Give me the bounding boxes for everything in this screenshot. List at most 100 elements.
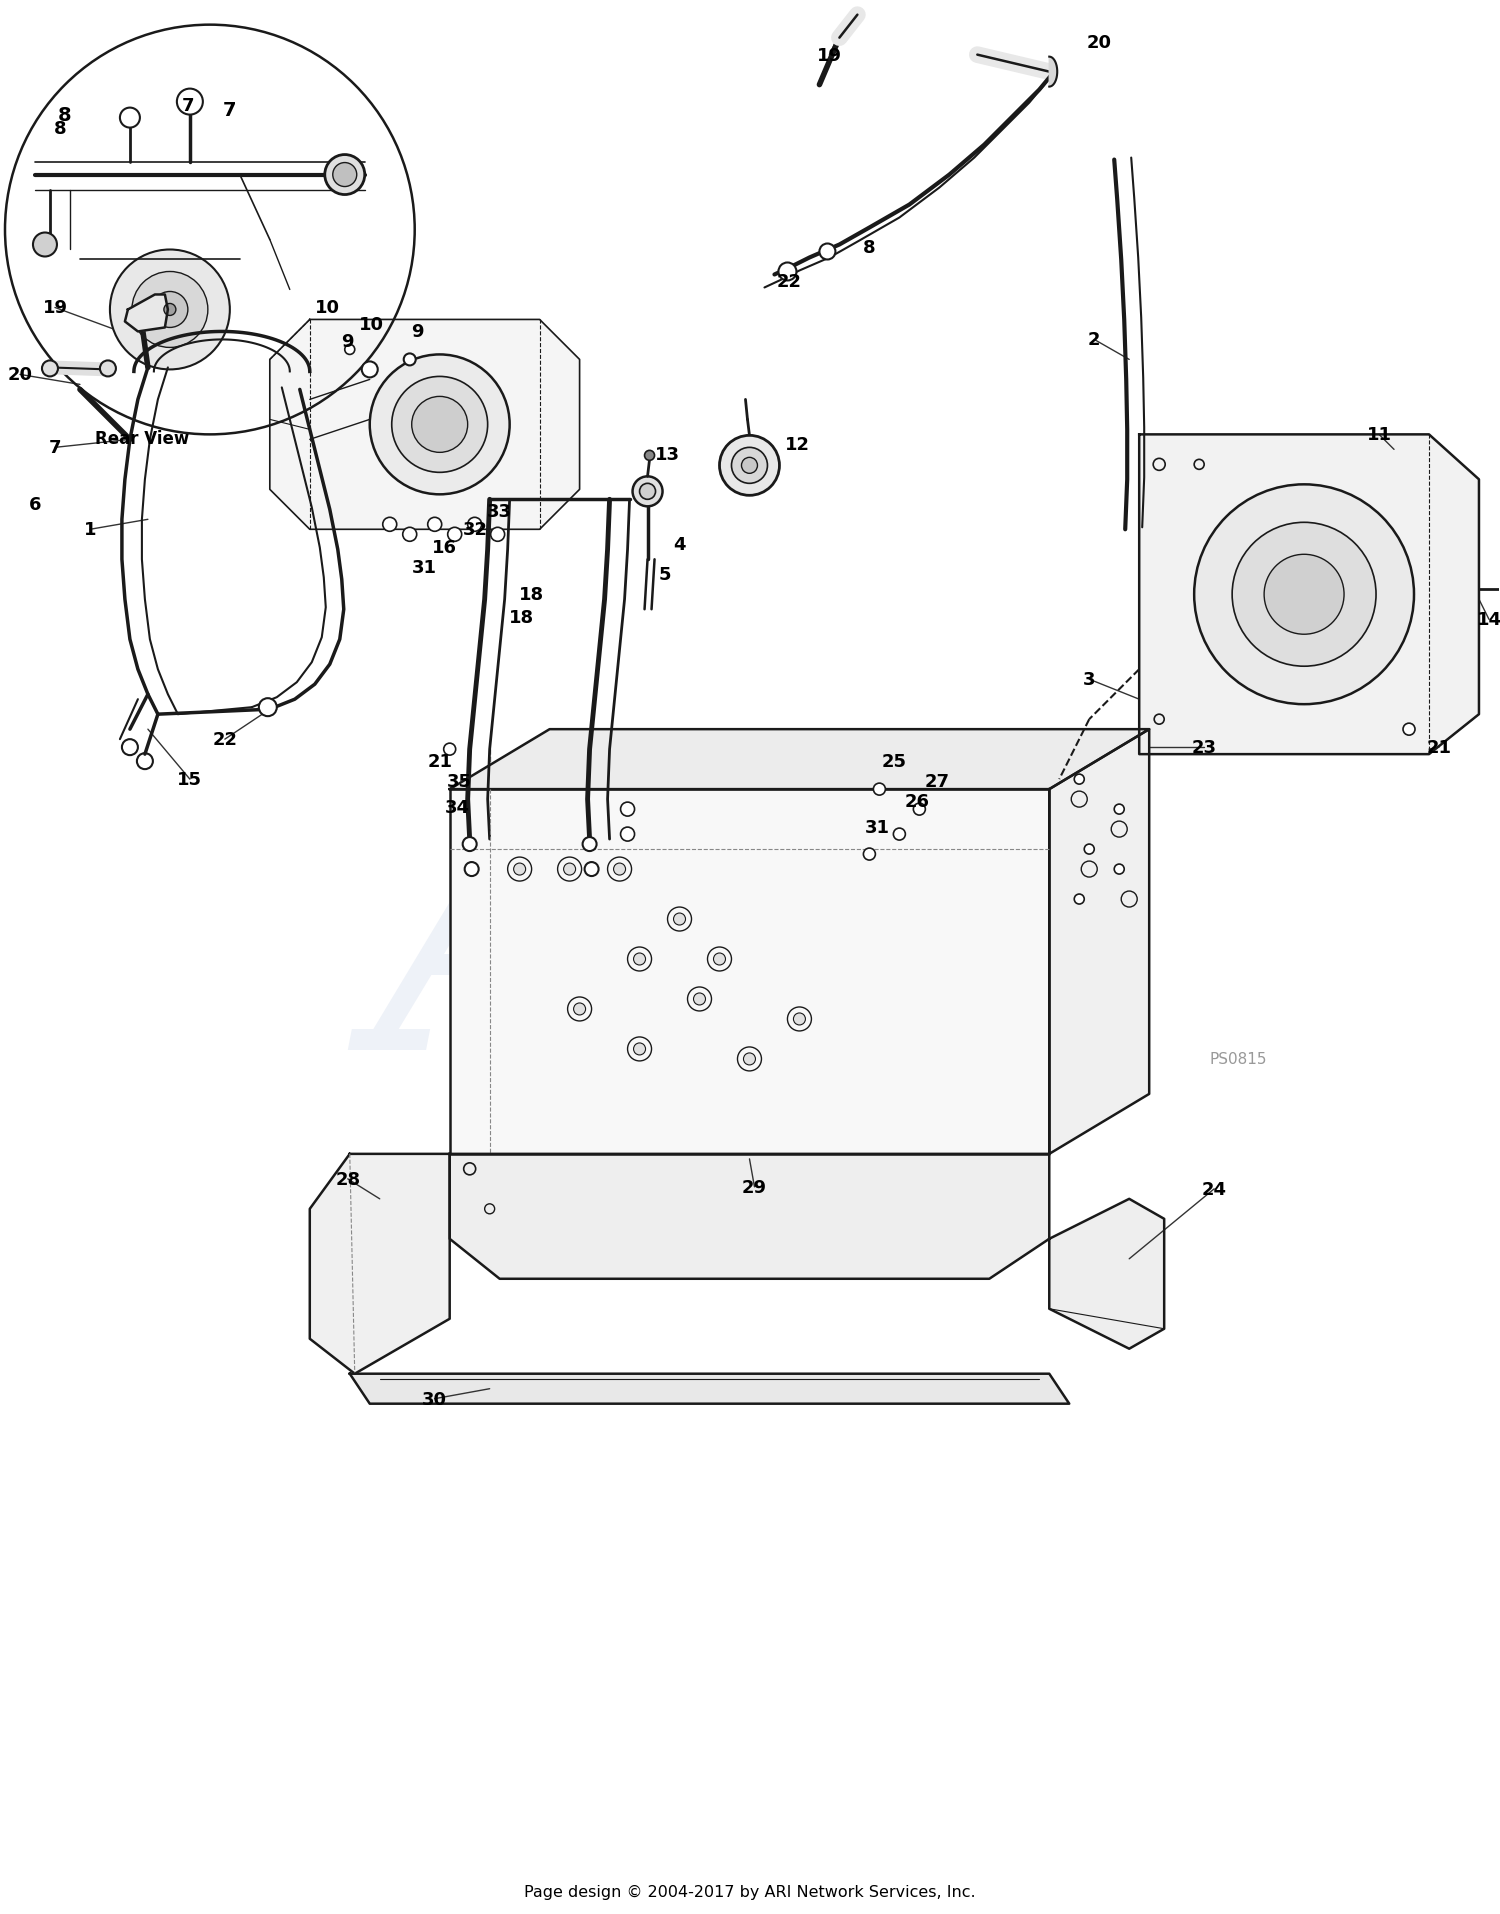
Text: ARI: ARI	[375, 775, 1124, 1124]
Text: 30: 30	[422, 1390, 447, 1409]
Circle shape	[369, 356, 510, 496]
Circle shape	[873, 783, 885, 796]
Polygon shape	[1050, 57, 1058, 88]
Text: 3: 3	[1083, 670, 1095, 689]
Polygon shape	[270, 320, 579, 530]
Text: 21: 21	[427, 752, 451, 771]
Text: 27: 27	[926, 773, 950, 790]
Circle shape	[585, 863, 598, 877]
Circle shape	[614, 863, 626, 875]
Polygon shape	[350, 1374, 1070, 1405]
Circle shape	[468, 519, 482, 532]
Circle shape	[382, 519, 396, 532]
Text: 2: 2	[1088, 331, 1101, 348]
Text: 33: 33	[488, 503, 512, 521]
Circle shape	[674, 913, 686, 926]
Circle shape	[42, 362, 58, 377]
Circle shape	[345, 345, 355, 356]
Text: 15: 15	[177, 771, 203, 789]
Circle shape	[714, 953, 726, 965]
Circle shape	[732, 448, 768, 484]
Text: 8: 8	[862, 239, 876, 256]
Circle shape	[633, 953, 645, 965]
Circle shape	[1264, 555, 1344, 635]
Polygon shape	[1050, 729, 1149, 1154]
Circle shape	[1074, 775, 1084, 785]
Circle shape	[444, 745, 456, 756]
Text: 16: 16	[432, 540, 457, 557]
Text: 34: 34	[446, 798, 470, 817]
Circle shape	[864, 848, 876, 861]
Circle shape	[564, 863, 576, 875]
Polygon shape	[310, 1154, 450, 1374]
Polygon shape	[450, 1154, 1050, 1279]
Polygon shape	[1050, 1200, 1164, 1349]
Circle shape	[633, 477, 663, 507]
Circle shape	[778, 264, 796, 281]
Text: Page design © 2004-2017 by ARI Network Services, Inc.: Page design © 2004-2017 by ARI Network S…	[524, 1883, 975, 1899]
Text: 18: 18	[519, 586, 544, 605]
Circle shape	[693, 993, 705, 1005]
Circle shape	[1194, 484, 1414, 704]
Circle shape	[794, 1013, 806, 1026]
Text: 23: 23	[1191, 739, 1216, 756]
Circle shape	[1114, 804, 1124, 815]
Text: 21: 21	[1426, 739, 1452, 756]
Text: 9: 9	[411, 323, 424, 341]
Circle shape	[152, 293, 188, 329]
Text: 31: 31	[413, 559, 436, 576]
Circle shape	[639, 484, 656, 500]
Text: 22: 22	[777, 274, 802, 291]
Circle shape	[645, 452, 654, 461]
Text: 7: 7	[48, 438, 62, 457]
Circle shape	[621, 802, 634, 817]
Text: 9: 9	[342, 333, 354, 352]
Text: 22: 22	[213, 731, 237, 748]
Circle shape	[621, 827, 634, 842]
Text: 7: 7	[224, 101, 237, 121]
Circle shape	[1084, 844, 1094, 856]
Text: 11: 11	[1366, 427, 1392, 444]
Circle shape	[1114, 865, 1124, 875]
Circle shape	[110, 251, 230, 369]
Circle shape	[573, 1003, 585, 1016]
Circle shape	[326, 155, 364, 195]
Circle shape	[462, 838, 477, 852]
Circle shape	[260, 699, 278, 718]
Circle shape	[362, 362, 378, 379]
Circle shape	[404, 354, 416, 366]
Polygon shape	[450, 790, 1050, 1154]
Circle shape	[513, 863, 525, 875]
Circle shape	[490, 528, 504, 542]
Circle shape	[1074, 894, 1084, 905]
Circle shape	[1402, 723, 1414, 735]
Circle shape	[132, 272, 209, 348]
Circle shape	[447, 528, 462, 542]
Text: 18: 18	[509, 609, 534, 628]
Text: 31: 31	[865, 819, 889, 836]
Text: 13: 13	[656, 446, 680, 463]
Text: 19: 19	[818, 46, 842, 65]
Text: 28: 28	[334, 1169, 360, 1189]
Polygon shape	[450, 729, 1149, 790]
Circle shape	[120, 109, 140, 128]
Circle shape	[819, 245, 836, 260]
Circle shape	[633, 1043, 645, 1055]
Text: 1: 1	[84, 521, 96, 540]
Circle shape	[402, 528, 417, 542]
Text: 19: 19	[42, 299, 68, 318]
Text: PS0815: PS0815	[1209, 1053, 1266, 1066]
Polygon shape	[124, 295, 168, 333]
Text: 20: 20	[1086, 34, 1112, 52]
Text: 25: 25	[882, 752, 908, 771]
Text: Rear View: Rear View	[94, 431, 189, 448]
Text: 10: 10	[315, 299, 340, 318]
Text: 7: 7	[182, 96, 194, 115]
Circle shape	[1232, 523, 1376, 666]
Circle shape	[164, 304, 176, 316]
Circle shape	[894, 829, 906, 840]
Circle shape	[465, 863, 478, 877]
Text: 29: 29	[742, 1179, 766, 1196]
Text: 24: 24	[1202, 1181, 1227, 1198]
Text: 8: 8	[58, 105, 72, 124]
